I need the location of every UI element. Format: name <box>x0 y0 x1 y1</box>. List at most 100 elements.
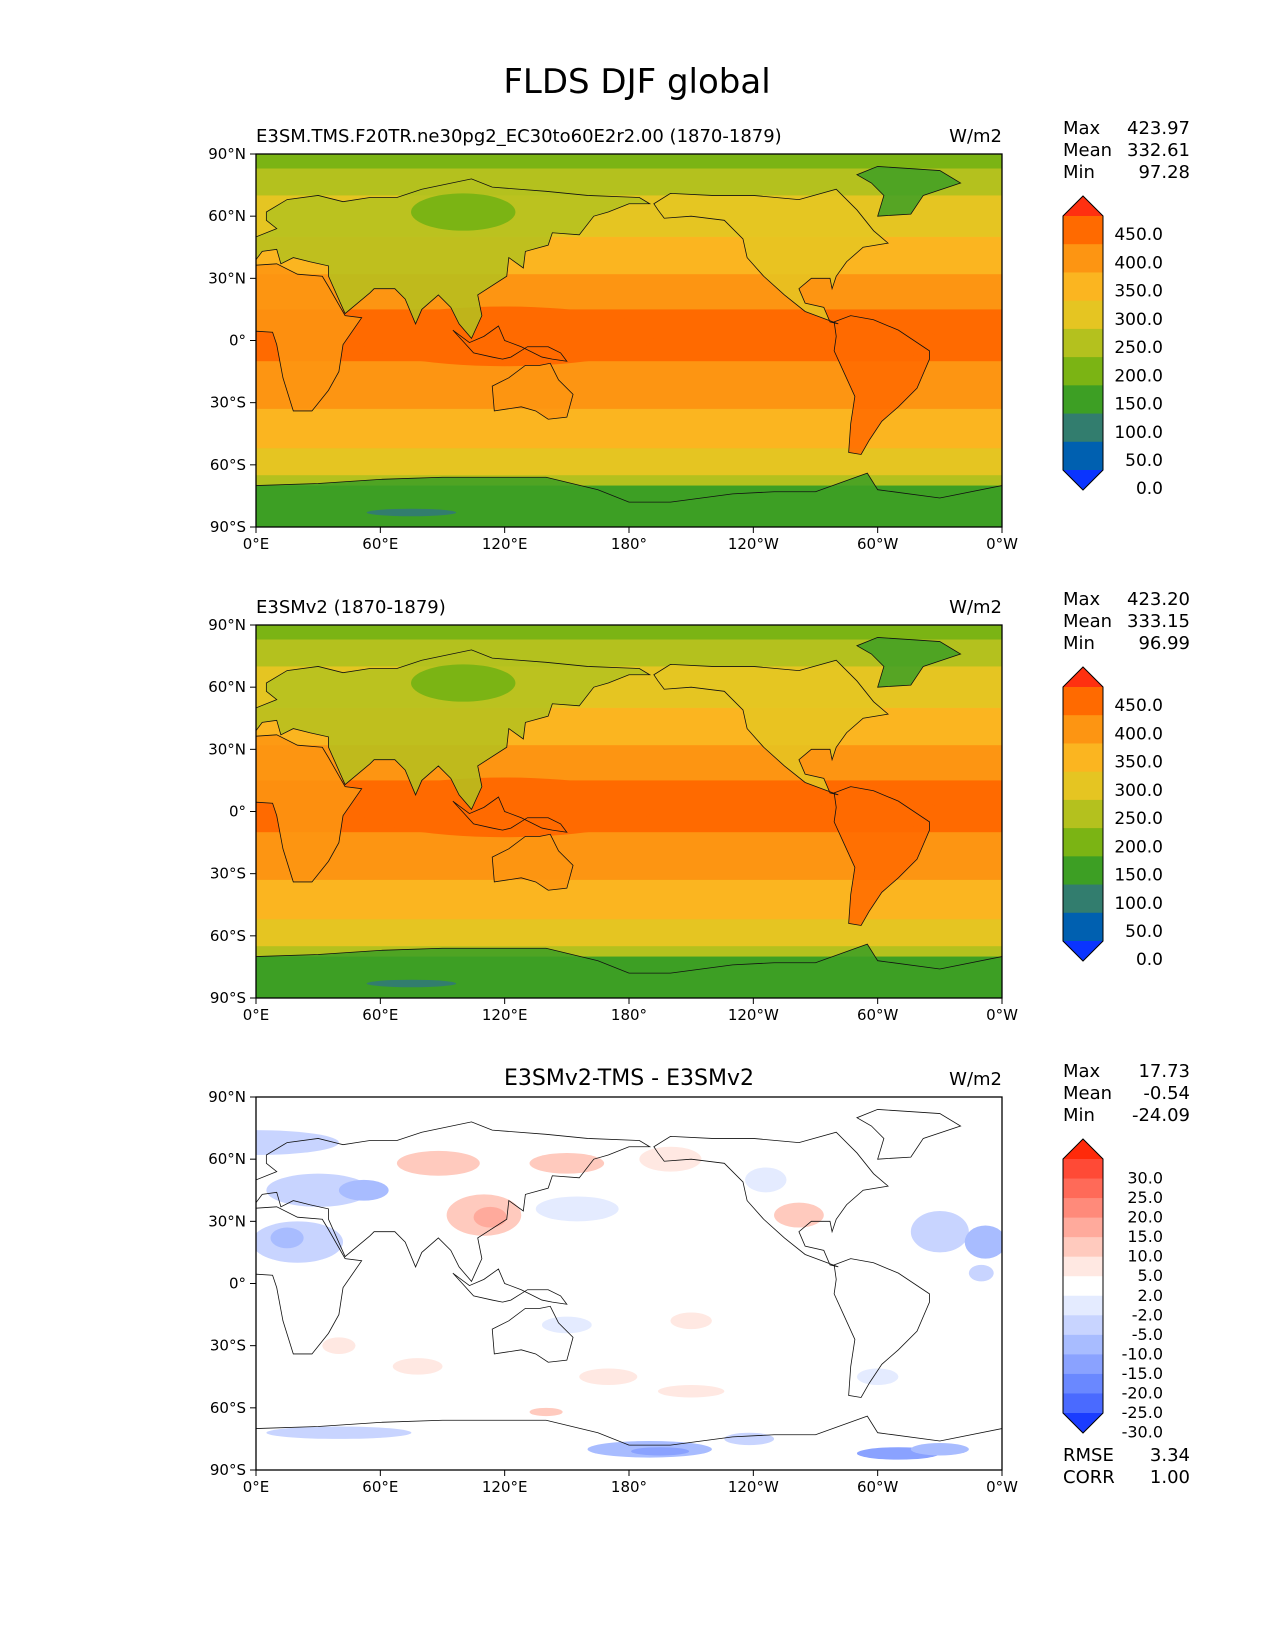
anomaly-patch <box>579 1368 638 1386</box>
anomaly-patch <box>724 1432 775 1446</box>
colorbar-swatch <box>1063 1276 1103 1297</box>
x-tick-label: 120°E <box>482 1006 528 1024</box>
colorbar-swatch <box>1063 687 1103 716</box>
colorbar-label: -2.0 <box>1132 1305 1163 1324</box>
colorbar <box>1062 195 1104 491</box>
colorbar-swatch <box>1063 912 1103 942</box>
panel-difference: E3SMv2-TMS - E3SMv2 W/m2 0°E 60°E 120°E 180° 1… <box>208 1061 1190 1496</box>
anomaly-patch <box>541 1316 592 1334</box>
land-field-indonesia <box>452 325 567 362</box>
colorbar-swatch <box>1063 743 1103 773</box>
x-tick-label: 0°E <box>243 1006 270 1024</box>
coastline-north-america <box>653 188 889 325</box>
colorbar-label: 50.0 <box>1125 451 1163 471</box>
contour-band <box>256 475 1002 487</box>
contour-band <box>256 946 1002 958</box>
colorbar-label: 20.0 <box>1127 1208 1163 1227</box>
x-tick-label: 0°W <box>986 1006 1018 1024</box>
stat-value-mean: 333.15 <box>1127 611 1190 632</box>
colorbar-extend-min <box>1063 1413 1103 1433</box>
y-tick-label: 90°S <box>210 518 246 536</box>
metric-label-rmse: RMSE <box>1063 1445 1114 1466</box>
colorbar-label: 25.0 <box>1127 1188 1163 1207</box>
anomaly-patch <box>658 1385 725 1398</box>
coastline-indonesia <box>452 325 568 362</box>
contour-band <box>256 919 1002 947</box>
y-tick-label: 90°N <box>208 616 246 634</box>
colorbar-swatch <box>1063 300 1103 330</box>
colorbar-swatch <box>1063 1393 1103 1414</box>
x-tick-label: 60°E <box>362 1006 398 1024</box>
figure-title: FLDS DJF global <box>503 62 770 102</box>
colorbar-label: -5.0 <box>1132 1325 1163 1344</box>
coastline-north-america <box>653 659 889 796</box>
x-tick-label: 180° <box>611 535 647 553</box>
anomaly-patch <box>338 1179 389 1201</box>
land-field-north-america <box>653 660 889 795</box>
land-field-south-america <box>834 315 930 455</box>
contour-band <box>256 625 1002 641</box>
colorbar-label: 50.0 <box>1125 922 1163 942</box>
x-tick-label: 120°W <box>728 1478 779 1496</box>
anomaly-patch <box>270 1227 304 1249</box>
colorbar-swatch <box>1063 799 1103 829</box>
y-tick-label: 60°S <box>210 456 246 474</box>
y-tick-label: 30°S <box>210 394 246 412</box>
y-tick-label: 90°S <box>210 1461 246 1479</box>
colorbar-swatch <box>1063 272 1103 302</box>
anomaly-patch <box>774 1202 824 1228</box>
coastline-antarctica <box>256 472 1002 527</box>
colorbar-extend-max <box>1063 196 1103 216</box>
anomaly-patch <box>266 1426 412 1439</box>
colorbar-swatch <box>1063 1315 1103 1336</box>
y-tick-label: 0° <box>229 1275 246 1293</box>
land-field-eurasia <box>256 649 650 810</box>
contour-band <box>256 879 1002 920</box>
y-tick-label: 30°S <box>210 1337 246 1355</box>
colorbar-extend-max <box>1063 667 1103 687</box>
y-tick-label: 0° <box>229 332 246 350</box>
warm-pool <box>355 306 654 367</box>
colorbar-label: 450.0 <box>1114 696 1163 716</box>
units-label: W/m2 <box>949 126 1002 147</box>
anomaly-patch <box>473 1206 507 1228</box>
units-label: W/m2 <box>949 597 1002 618</box>
x-tick-label: 60°E <box>362 1478 398 1496</box>
cold-core <box>411 664 516 702</box>
coastline-africa <box>256 734 363 883</box>
x-tick-label: 180° <box>611 1478 647 1496</box>
x-tick-label: 120°W <box>728 1006 779 1024</box>
y-tick-label: 60°N <box>208 1150 246 1168</box>
y-tick-label: 30°N <box>208 740 246 758</box>
colorbar-label: 2.0 <box>1138 1286 1163 1305</box>
y-tick-label: 30°N <box>208 269 246 287</box>
coastline-australia <box>491 833 574 891</box>
y-tick-label: 60°S <box>210 1399 246 1417</box>
coastline-australia <box>491 362 574 420</box>
land-field-greenland <box>856 166 961 217</box>
stat-label-max: Max <box>1063 1061 1101 1082</box>
colorbar-swatch <box>1063 1217 1103 1238</box>
coastline-eurasia <box>256 649 652 811</box>
colorbar-label: 150.0 <box>1114 395 1163 415</box>
warm-pool <box>355 777 654 838</box>
contour-band <box>256 448 1002 476</box>
metric-value-corr: 1.00 <box>1150 1467 1190 1488</box>
stat-value-min: 97.28 <box>1138 162 1190 183</box>
anomaly-patch <box>631 1447 690 1456</box>
stat-value-max: 423.20 <box>1127 589 1190 610</box>
colorbar-label: 250.0 <box>1114 809 1163 829</box>
colorbar-swatch <box>1063 385 1103 415</box>
colorbar-swatch <box>1063 856 1103 886</box>
stat-value-mean: 332.61 <box>1127 140 1190 161</box>
stat-label-max: Max <box>1063 589 1101 610</box>
x-tick-label: 120°W <box>728 535 779 553</box>
colorbar-label: 15.0 <box>1127 1227 1163 1246</box>
anomaly-patch <box>322 1337 356 1354</box>
colorbar-label: -20.0 <box>1122 1383 1163 1402</box>
colorbar-swatch <box>1063 1256 1103 1277</box>
coastline-africa <box>256 1206 363 1355</box>
x-tick-label: 60°E <box>362 535 398 553</box>
colorbar-label: -15.0 <box>1122 1364 1163 1383</box>
anomaly-patch <box>856 1368 899 1386</box>
